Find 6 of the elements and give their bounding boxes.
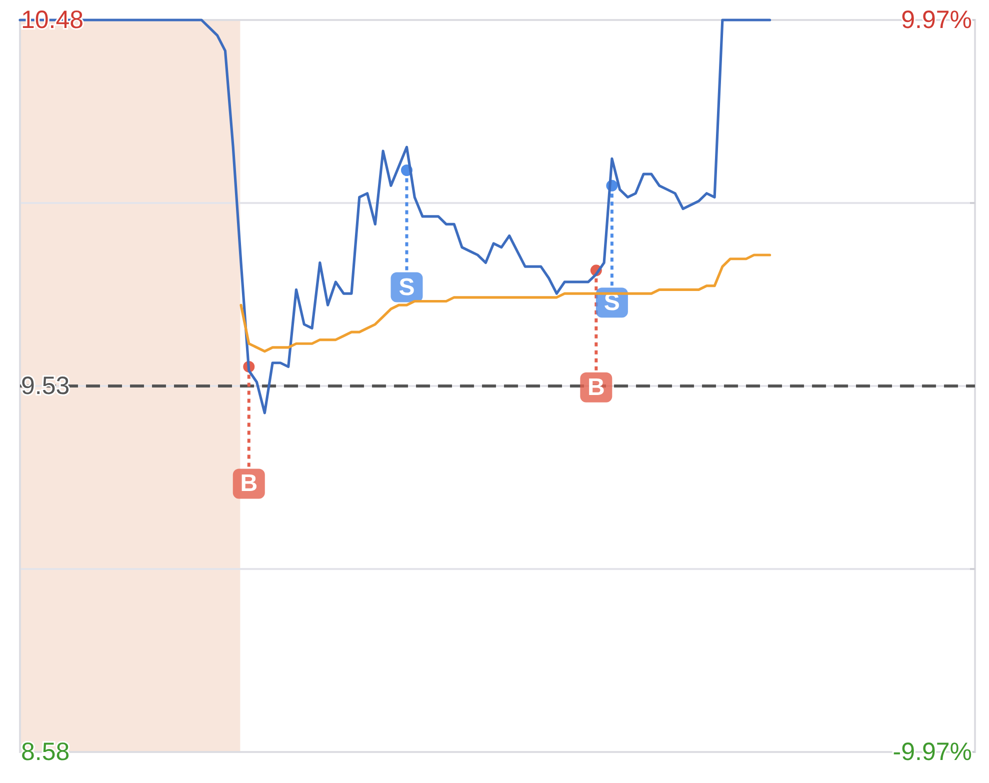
- y2-tick-label: -9.97%: [892, 738, 972, 766]
- text: S: [398, 274, 415, 301]
- y-tick-label: 8.58: [21, 738, 70, 766]
- text: B: [240, 470, 258, 498]
- text: B: [587, 374, 605, 401]
- y2-tick-label: 9.97%: [901, 6, 972, 34]
